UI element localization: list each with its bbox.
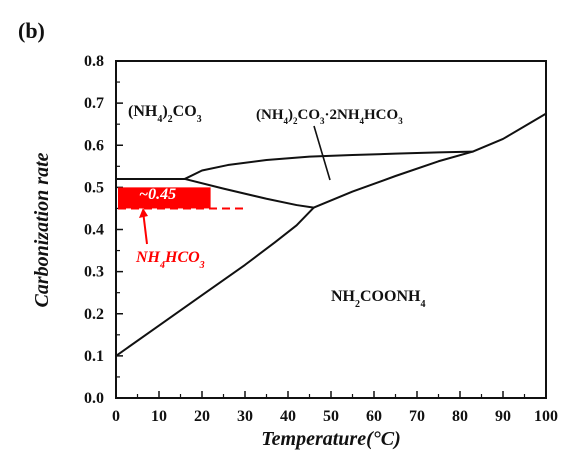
region-nh4-2co3-label: (NH4)2CO3 [128,103,202,125]
x-axis-ticks: 0 10 20 30 40 50 60 70 80 90 100 [112,391,558,425]
y-tick-label: 0.1 [84,348,104,365]
y-tick-label: 0.0 [84,390,104,407]
x-tick-label: 90 [495,408,511,425]
region-carbamate-label: NH2COONH4 [331,288,425,310]
y-tick-label: 0.2 [84,306,104,323]
x-tick-label: 70 [409,408,425,425]
y-tick-label: 0.3 [84,264,104,281]
x-tick-label: 50 [323,408,339,425]
y-tick-label: 0.5 [84,179,104,196]
phase-boundary-line [183,150,474,180]
carbonization-highlight-region [118,187,211,209]
x-tick-label: 30 [237,408,253,425]
nh4hco3-label: NH4HCO3 [135,249,205,271]
phase-boundary-line [312,112,547,209]
phase-boundary-line [115,206,315,357]
y-tick-label: 0.6 [84,137,104,154]
highlight-label: ~0.45 [139,186,176,203]
region-double-salt-label: (NH4)2CO3·2NH4HCO3 [256,107,403,126]
x-tick-label: 0 [112,408,120,425]
y-tick-label: 0.8 [84,53,104,70]
x-axis-label: Temperature(°C) [261,428,400,450]
x-tick-label: 60 [366,408,382,425]
x-tick-label: 10 [151,408,167,425]
y-tick-label: 0.4 [84,222,104,239]
y-tick-label: 0.7 [84,95,104,112]
x-tick-label: 40 [280,408,296,425]
phase-boundary-lines [115,112,547,357]
y-axis-ticks: 0.0 0.1 0.2 0.3 0.4 0.5 0.6 0.7 0.8 [84,53,123,407]
phase-boundary-line [183,177,315,209]
y-axis-label: Carbonization rate [31,152,53,307]
arrow-head-icon [139,208,148,218]
x-tick-label: 80 [452,408,468,425]
double-salt-pointer-line [313,125,331,181]
panel-label: (b) [18,18,45,43]
x-tick-label: 100 [534,408,558,425]
x-tick-label: 20 [194,408,210,425]
